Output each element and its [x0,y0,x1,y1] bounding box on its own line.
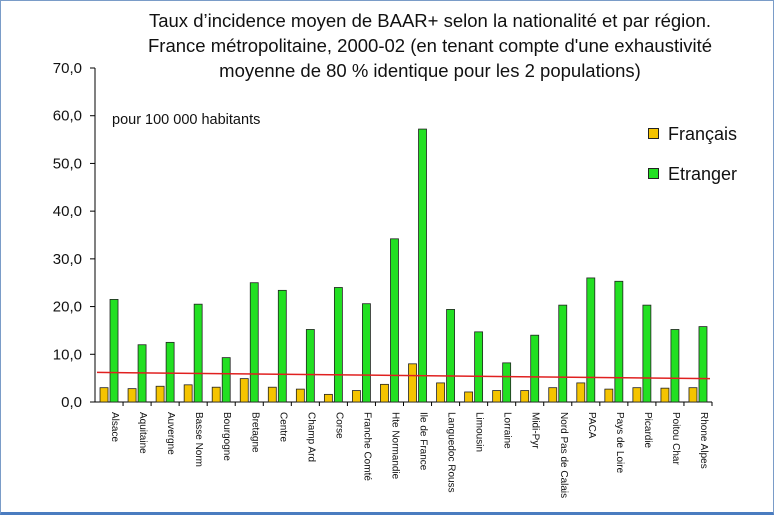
bar-francais [632,387,642,403]
x-tick-label: Poitou Char [670,412,681,465]
y-tick-label: 20,0 [53,299,82,316]
x-tick-label: PACA [586,412,597,439]
legend-label-francais: Français [668,124,738,144]
y-tick-label: 30,0 [53,251,82,268]
bar-francais [155,385,165,403]
bar-francais [464,391,474,403]
bar-etranger [558,304,568,403]
title-line-3: moyenne de 80 % identique pour les 2 pop… [219,60,641,81]
x-tick-label: Franche Comté [361,412,372,481]
y-tick-label: 50,0 [53,155,82,172]
y-tick-label: 40,0 [53,203,82,220]
bar-francais [660,387,670,403]
bar-francais [352,390,361,403]
x-tick-label: Ile de France [418,412,429,471]
unit-label: pour 100 000 habitants [112,112,261,128]
bar-etranger [474,331,484,403]
bar-etranger [390,238,399,403]
bar-etranger [249,282,259,403]
bar-francais [520,390,530,403]
x-tick-label: Alsace [109,412,120,442]
bar-francais [548,387,558,403]
x-tick-label: Aquitaine [137,412,148,454]
x-tick-label: Bretagne [249,412,260,453]
bar-francais [688,387,698,403]
bar-francais [380,383,389,403]
legend-swatch-etranger [648,168,659,179]
bar-etranger [418,128,427,403]
bar-francais [604,388,614,403]
x-tick-label: Pays de Loire [614,412,625,474]
title-line-2: France métropolitaine, 2000-02 (en tenan… [147,35,712,56]
bar-francais [183,384,193,403]
bar-francais [239,378,249,403]
legend-label-etranger: Etranger [668,164,738,184]
x-tick-label: Languedoc Rouss [446,412,457,493]
title-line-1: Taux d’incidence moyen de BAAR+ selon la… [148,10,712,31]
y-tick-label: 60,0 [53,108,82,125]
x-tick-label: Corse [333,412,344,439]
x-tick-label: Midi-Pyr [530,412,541,449]
x-tick-label: Rhone Alpes [698,412,709,469]
bar-etranger [642,304,652,403]
bar-etranger [165,341,175,403]
bar-etranger [221,357,231,403]
chart-title: Taux d’incidence moyen de BAAR+ selon la… [95,8,765,83]
bar-etranger [698,326,708,403]
bar-etranger [586,277,596,403]
legend-swatch-francais [648,128,659,139]
y-tick-label: 0,0 [61,394,82,411]
bar-etranger [502,362,512,403]
x-tick-label: Basse Norm [193,412,204,467]
bar-etranger [446,309,455,403]
bar-francais [127,388,137,403]
bar-etranger [670,329,680,403]
bar-etranger [193,303,203,403]
bar-etranger [109,299,119,403]
bar-etranger [333,287,343,403]
bar-francais [211,386,221,403]
bar-etranger [305,329,315,403]
bar-francais [492,390,502,403]
bar-francais [295,388,305,403]
x-tick-label: Centre [277,412,288,442]
y-tick-label: 10,0 [53,346,82,363]
x-tick-label: Auvergne [165,412,176,455]
bar-francais [436,382,445,403]
x-tick-label: Limousin [474,412,485,452]
x-tick-label: Nord Pas de Calais [558,412,569,498]
bar-francais [99,387,109,403]
bar-francais [408,363,417,403]
bar-etranger [277,289,287,403]
bar-etranger [530,334,540,403]
bar-etranger [614,280,624,403]
x-tick-label: Picardie [642,412,653,449]
bar-etranger [362,303,371,403]
x-tick-label: Champ Ard [305,412,316,462]
trend-line [96,371,711,380]
x-tick-label: Hte Normandie [389,412,400,480]
x-tick-label: Bourgogne [221,412,232,461]
y-tick-label: 70,0 [53,60,82,77]
bar-francais [576,382,586,403]
x-tick-label: Lorraine [502,412,513,449]
bar-francais [267,386,277,403]
bar-francais [323,393,333,403]
